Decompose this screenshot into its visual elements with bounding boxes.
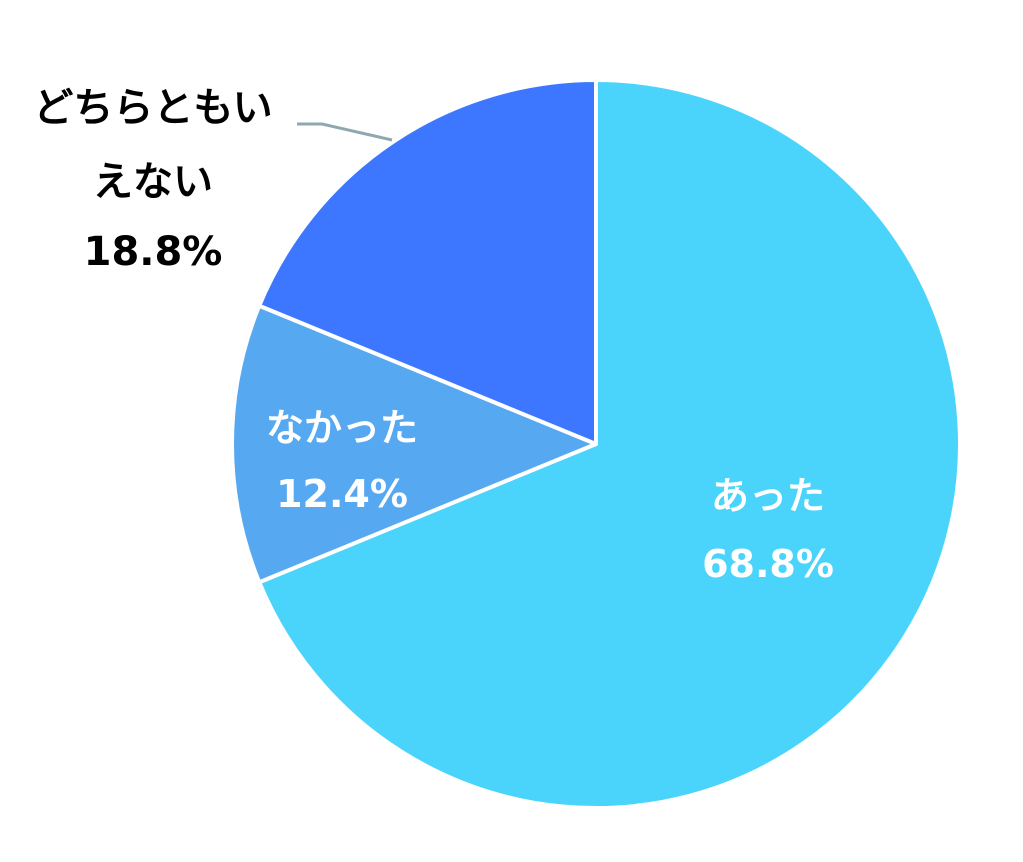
slice-label-atta: あった — [711, 474, 825, 518]
leader-line — [297, 122, 393, 142]
pie-slice-2 — [257, 78, 598, 446]
slice-value-atta: 68.8% — [702, 542, 834, 586]
pie-slices — [229, 78, 962, 810]
slice-value-dochiratomo: 18.8% — [84, 229, 223, 275]
pie-slice-1 — [229, 303, 598, 585]
slice-value-nakatta: 12.4% — [276, 472, 408, 516]
pie-slice-0 — [257, 78, 962, 810]
slice-label-nakatta: なかった — [266, 406, 418, 450]
slice-label-dochiratomo-line2: えない — [93, 159, 213, 205]
slice-label-dochiratomo-line1: どちらともい — [33, 85, 272, 131]
